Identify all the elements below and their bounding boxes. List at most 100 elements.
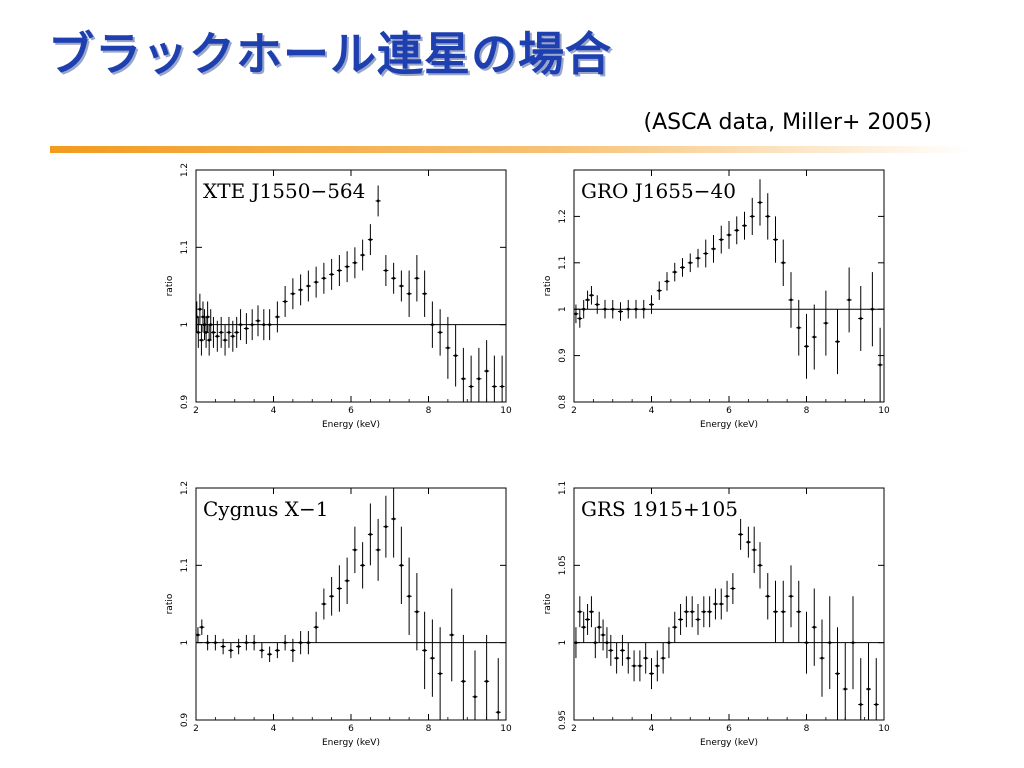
data-point: [679, 618, 682, 621]
data-point: [361, 253, 365, 257]
data-point: [704, 252, 708, 255]
data-point: [667, 641, 671, 645]
data-point: [299, 288, 303, 292]
data-point: [638, 664, 642, 668]
data-point: [252, 641, 256, 645]
data-point: [337, 269, 341, 272]
y-axis-title: ratio: [165, 593, 175, 614]
data-point: [878, 363, 882, 367]
data-point: [299, 641, 303, 645]
x-tick-label: 8: [426, 406, 432, 416]
data-point: [781, 261, 785, 265]
y-tick-label: 1.1: [558, 481, 568, 495]
data-point: [870, 307, 874, 311]
data-point: [322, 602, 326, 606]
data-point: [203, 323, 206, 327]
data-point: [586, 618, 589, 621]
x-tick-label: 4: [649, 406, 655, 416]
chart-gro-j1655: 2 4 6 8 10 0.8 0.9 1 1.1 1.2 Energy (keV) ratio GRO …: [543, 169, 890, 430]
data-point: [485, 679, 489, 683]
data-point: [219, 331, 223, 334]
data-point: [345, 265, 349, 269]
data-point: [574, 312, 578, 316]
data-point: [239, 323, 242, 327]
data-point: [593, 641, 597, 645]
panel-cygnus-x1: 2 4 6 8 10 0.9 1 1.1 1.2 Energy (keV) ratio Cygnus …: [158, 476, 518, 754]
data-point: [399, 284, 403, 288]
data-point: [500, 385, 504, 388]
data-point: [750, 215, 754, 218]
data-point: [196, 315, 199, 319]
data-point: [714, 602, 717, 606]
data-point: [469, 385, 473, 388]
x-tick-label: 8: [804, 406, 810, 416]
y-tick-label: 0.9: [180, 395, 190, 410]
data-point: [322, 276, 326, 280]
x-tick-label: 8: [804, 724, 810, 734]
data-point: [423, 292, 427, 296]
data-point: [874, 703, 878, 706]
data-point: [407, 594, 411, 598]
data-point: [578, 317, 582, 320]
data-point: [361, 563, 365, 567]
y-axis-title: ratio: [165, 275, 175, 296]
data-point: [712, 247, 715, 251]
data-point: [260, 649, 264, 652]
data-point: [590, 293, 593, 297]
data-point: [330, 273, 334, 276]
data-point: [632, 664, 636, 668]
data-point: [603, 307, 607, 311]
data-point: [805, 344, 808, 348]
data-point: [461, 377, 465, 381]
x-tick-label: 2: [571, 406, 577, 416]
data-point: [708, 610, 712, 614]
y-tick-label: 1.05: [558, 555, 568, 575]
x-axis-title: Energy (keV): [700, 738, 758, 748]
data-point: [213, 641, 217, 645]
data-point: [221, 645, 225, 648]
slide-subtitle: (ASCA data, Miller+ 2005): [643, 110, 932, 135]
x-axis-title: Energy (keV): [322, 738, 380, 748]
data-point: [609, 649, 613, 652]
data-point: [605, 641, 609, 645]
data-point: [824, 321, 828, 325]
data-point: [812, 625, 816, 629]
data-point: [644, 656, 648, 660]
data-point: [739, 533, 743, 536]
x-tick-label: 10: [500, 724, 512, 734]
data-point: [438, 672, 442, 675]
data-point: [330, 594, 334, 598]
data-point: [196, 331, 200, 334]
data-point: [446, 346, 450, 350]
data-point: [283, 300, 287, 303]
data-point: [634, 307, 638, 311]
data-point: [291, 649, 295, 652]
data-point: [595, 303, 599, 306]
data-point: [392, 517, 396, 521]
panel-label: GRS 1915+105: [581, 497, 738, 521]
data-point: [774, 610, 777, 614]
data-point: [492, 385, 496, 388]
data-point: [758, 201, 762, 204]
x-axis-title: Energy (keV): [700, 420, 758, 430]
chart-grs-1915: 2 4 6 8 10 0.95 1 1.05 1.1 Energy (keV) ratio GRS 1…: [543, 481, 890, 748]
data-point: [615, 656, 619, 660]
data-point: [337, 587, 341, 590]
data-point: [423, 649, 427, 652]
data-point: [206, 315, 210, 319]
data-point: [200, 338, 203, 342]
x-axis-title: Energy (keV): [322, 420, 380, 430]
panel-xte-j1550: 2 4 6 8 10 0.9 1 1.1 1.2 Energy (keV) ratio XTE J15…: [158, 158, 518, 436]
data-point: [430, 323, 434, 327]
data-points: [574, 518, 879, 720]
data-point: [851, 641, 855, 645]
x-tick-label: 4: [271, 406, 277, 416]
x-tick-label: 8: [426, 724, 432, 734]
data-point: [805, 641, 808, 645]
data-point: [578, 610, 582, 614]
x-tick-label: 2: [193, 406, 199, 416]
data-point: [843, 687, 847, 691]
x-tick-label: 6: [348, 724, 354, 734]
data-point: [688, 261, 692, 265]
data-point: [797, 326, 801, 330]
